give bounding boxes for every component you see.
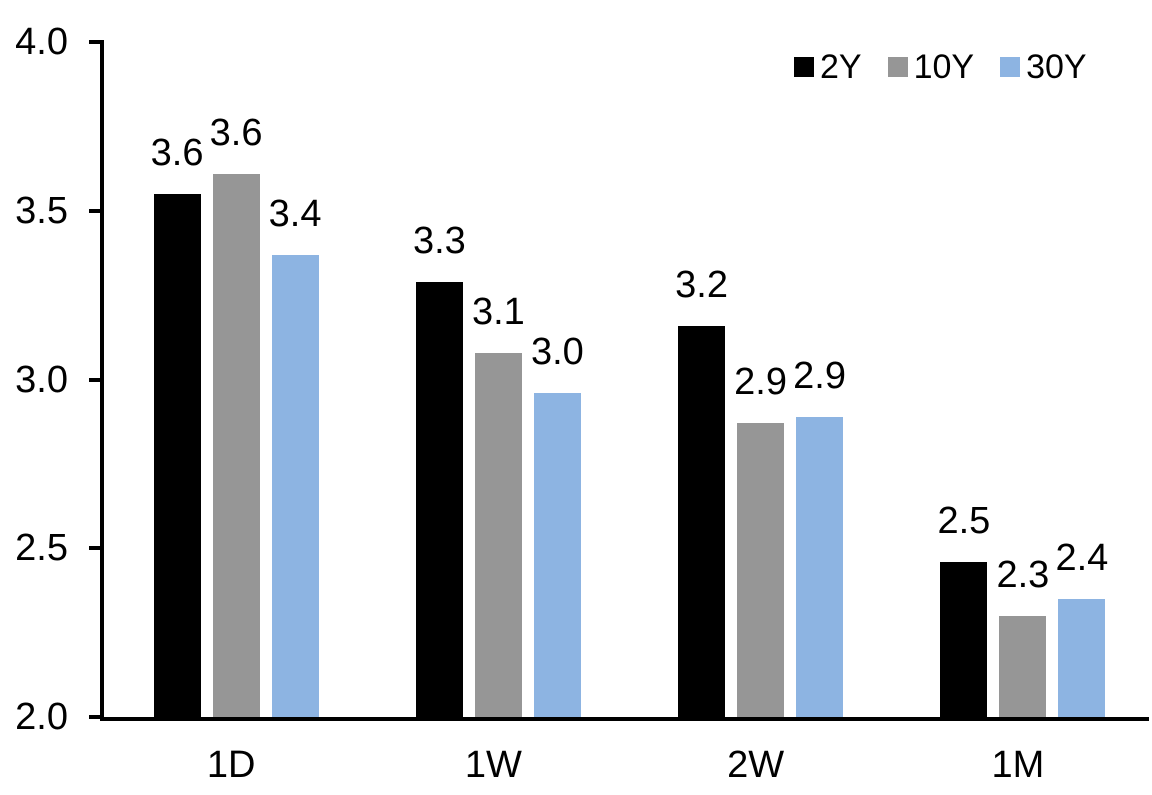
- x-category-label-2w: 2W: [727, 744, 785, 786]
- legend-item-10y: 10Y: [887, 48, 975, 86]
- y-tick: [89, 546, 102, 551]
- y-tick-label: 3.0: [15, 358, 68, 401]
- bar-30y-2w: [796, 416, 844, 717]
- x-category-label-1d: 1D: [206, 744, 256, 786]
- y-tick: [89, 377, 102, 382]
- legend-swatch-10y: [887, 57, 908, 77]
- bar-10y-1d: [212, 173, 260, 717]
- x-axis-line: [100, 717, 1149, 721]
- bar-value-label-2y-1m: 2.5: [937, 499, 991, 542]
- bar-value-label-2y-2w: 3.2: [675, 263, 728, 306]
- bar-10y-1m: [999, 615, 1047, 717]
- x-category-label-1m: 1M: [991, 744, 1045, 786]
- y-tick: [89, 208, 102, 213]
- bar-value-label-10y-2w: 2.9: [734, 361, 787, 404]
- bar-value-label-30y-1w: 3.0: [530, 331, 584, 373]
- bar-2y-1m: [940, 561, 988, 718]
- legend-label-30y: 30Y: [1026, 48, 1087, 86]
- bar-value-label-2y-1d: 3.6: [150, 131, 204, 174]
- y-tick-label: 3.5: [15, 189, 68, 232]
- x-category-label-1w: 1W: [464, 744, 522, 786]
- legend-item-30y: 30Y: [1000, 50, 1087, 84]
- legend-swatch-30y: [1000, 57, 1021, 77]
- y-tick-label: 2.0: [15, 696, 68, 738]
- bar-10y-2w: [737, 423, 785, 717]
- y-tick-label: 4.0: [15, 21, 68, 63]
- y-tick: [89, 40, 102, 44]
- bar-value-label-30y-1d: 3.4: [268, 192, 322, 235]
- legend: 2Y 10Y 30Y: [794, 50, 1087, 84]
- legend-item-2y: 2Y: [794, 50, 862, 84]
- legend-swatch-2y: [794, 57, 814, 77]
- y-axis-line: [100, 40, 104, 721]
- bar-30y-1d: [271, 254, 319, 717]
- bar-value-label-10y-1m: 2.3: [996, 553, 1050, 596]
- bar-2y-2w: [678, 325, 726, 717]
- bar-30y-1w: [533, 393, 581, 717]
- bar-10y-1w: [474, 352, 522, 717]
- legend-label-2y: 2Y: [820, 48, 862, 86]
- bar-2y-1d: [153, 193, 201, 717]
- bar-value-label-30y-2w: 2.9: [793, 354, 846, 397]
- bar-value-label-30y-1m: 2.4: [1055, 536, 1109, 579]
- legend-label-10y: 10Y: [913, 48, 975, 86]
- bar-value-label-2y-1w: 3.3: [412, 219, 466, 262]
- y-tick-label: 2.5: [15, 527, 68, 570]
- bar-value-label-10y-1d: 3.6: [209, 111, 263, 154]
- bar-30y-1m: [1058, 598, 1106, 717]
- y-tick: [89, 715, 102, 719]
- bar-2y-1w: [415, 281, 463, 717]
- bar-value-label-10y-1w: 3.1: [471, 290, 525, 333]
